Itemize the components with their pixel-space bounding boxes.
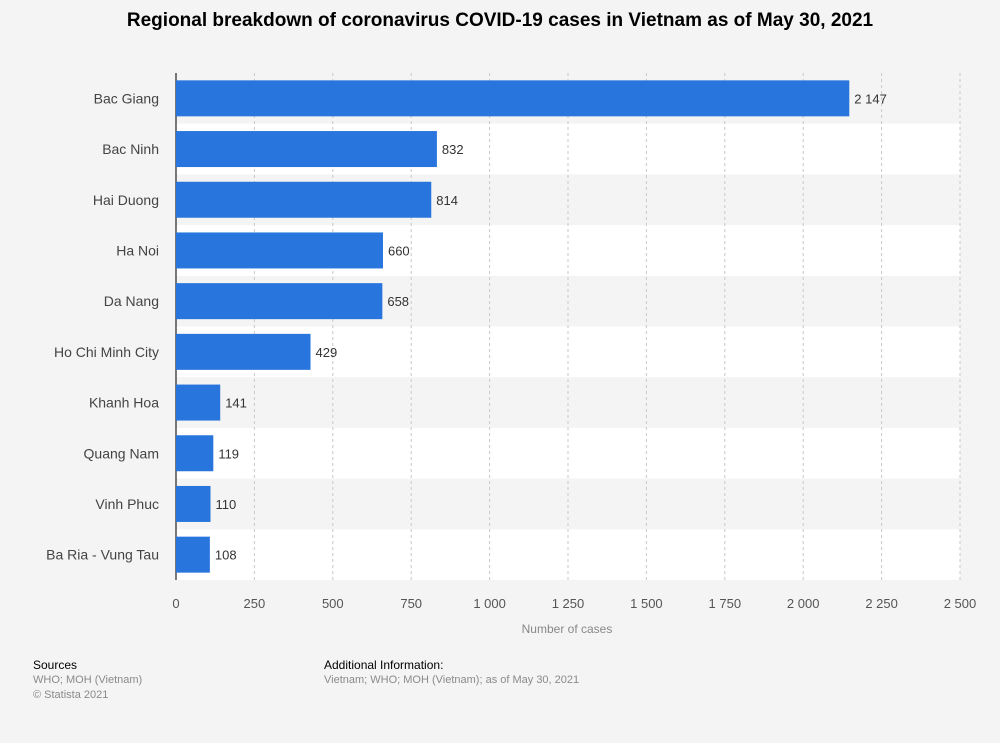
bar[interactable] [176, 485, 211, 522]
sources-line-2: © Statista 2021 [33, 689, 109, 701]
x-tick-label: 250 [244, 596, 266, 611]
bar-value-label: 141 [225, 396, 247, 411]
additional-info-heading: Additional Information: [324, 658, 444, 672]
x-tick-label: 1 750 [709, 596, 742, 611]
bar[interactable] [176, 131, 437, 168]
bar-value-label: 119 [218, 446, 239, 461]
bar[interactable] [176, 232, 383, 269]
x-axis-label: Number of cases [522, 622, 613, 636]
category-label: Ba Ria - Vung Tau [46, 547, 159, 563]
bar-value-label: 2 147 [854, 91, 887, 106]
category-label: Ho Chi Minh City [54, 344, 159, 360]
category-label: Bac Ninh [102, 141, 159, 157]
chart-title: Regional breakdown of coronavirus COVID-… [126, 10, 874, 31]
bar-value-label: 814 [436, 193, 458, 208]
bar[interactable] [176, 181, 432, 218]
sources-heading: Sources [33, 658, 78, 672]
sources-line-1: WHO; MOH (Vietnam) [33, 674, 143, 686]
category-label: Vinh Phuc [95, 496, 159, 512]
x-tick-label: 1 000 [473, 596, 506, 611]
bar[interactable] [176, 80, 850, 117]
bar[interactable] [176, 283, 383, 320]
bar-value-label: 658 [387, 294, 409, 309]
bar[interactable] [176, 536, 210, 573]
bar-value-label: 660 [388, 243, 410, 258]
x-tick-label: 0 [172, 596, 179, 611]
bar-value-label: 832 [442, 142, 464, 157]
x-tick-label: 2 500 [944, 596, 977, 611]
bar-value-label: 110 [215, 497, 236, 512]
bar[interactable] [176, 435, 214, 472]
bar[interactable] [176, 384, 221, 421]
bar-chart: 0 250 500 750 1 000 1 250 1 500 1 750 2 000 2 250… [46, 73, 977, 636]
sources-block: Sources WHO; MOH (Vietnam) © Statista 20… [33, 658, 142, 703]
additional-info-block: Additional Information: Vietnam; WHO; MO… [324, 658, 579, 688]
additional-info-text: Vietnam; WHO; MOH (Vietnam); as of May 3… [324, 674, 580, 686]
bar-value-label: 108 [215, 548, 237, 563]
category-label: Hai Duong [93, 192, 159, 208]
x-tick-label: 2 000 [787, 596, 820, 611]
category-label: Bac Giang [94, 90, 159, 106]
category-label: Da Nang [104, 293, 159, 309]
x-tick-label: 2 250 [865, 596, 898, 611]
x-tick-label: 1 500 [630, 596, 663, 611]
bar-value-label: 429 [316, 345, 338, 360]
x-tick-label: 750 [400, 596, 422, 611]
bar[interactable] [176, 333, 311, 370]
x-tick-label: 1 250 [552, 596, 585, 611]
category-label: Khanh Hoa [89, 395, 159, 411]
category-label: Ha Noi [116, 242, 159, 258]
x-tick-label: 500 [322, 596, 344, 611]
category-label: Quang Nam [84, 445, 159, 461]
